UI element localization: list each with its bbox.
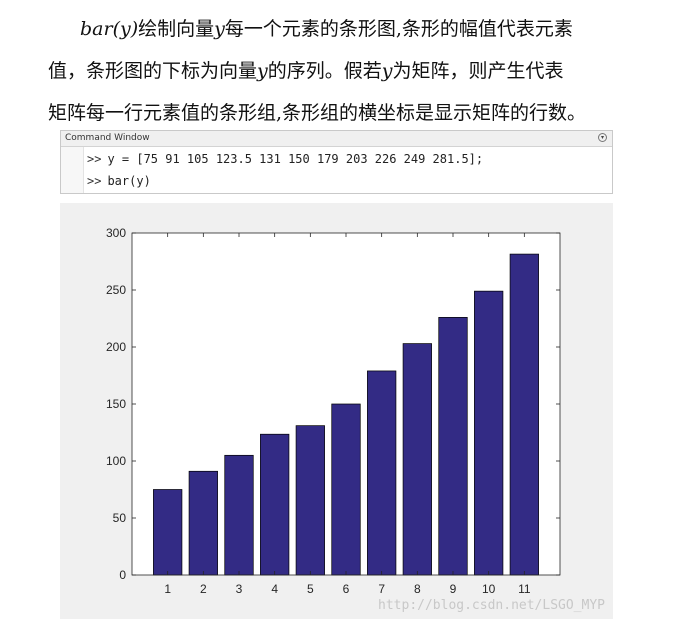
- x-tick-label: 6: [343, 582, 350, 596]
- command-line: >> bar(y): [87, 174, 151, 188]
- y-tick-label: 100: [106, 454, 126, 468]
- command-line: >> y = [75 91 105 123.5 131 150 179 203 2…: [87, 152, 483, 166]
- bar-7: [367, 370, 397, 576]
- figure-window: 0 50 100 150 200 250 300 1 2 3 4 5 6 7 8 9 10 11 http://b…: [60, 203, 613, 619]
- prompt: >>: [87, 174, 102, 188]
- y-tick-label: 250: [106, 283, 126, 297]
- text-segment: 值，条形图的下标为向量: [48, 60, 258, 82]
- command-window-gutter: [61, 147, 84, 193]
- math-var-y: y: [381, 60, 393, 82]
- paragraph-line-3: 矩阵每一行元素值的条形组,条形组的横坐标是显示矩阵的行数。: [48, 102, 587, 124]
- chevron-circle-icon[interactable]: ▾: [598, 133, 607, 142]
- paragraph-line-2: 值，条形图的下标为向量y的序列。假若y为矩阵，则产生代表: [48, 50, 668, 92]
- command-text: y = [75 91 105 123.5 131 150 179 203 226…: [107, 152, 484, 166]
- math-var-y: y: [257, 60, 268, 82]
- bar-4: [260, 433, 290, 576]
- x-tick-label: 1: [164, 582, 171, 596]
- y-tick-label: 300: [106, 226, 126, 240]
- command-text: bar(y): [107, 174, 151, 188]
- x-tick-label: 4: [271, 582, 278, 596]
- x-tick-label: 3: [236, 582, 243, 596]
- bar-6: [331, 403, 361, 576]
- y-tick-label: 50: [113, 511, 127, 525]
- watermark: http://blog.csdn.net/LSGO_MYP: [378, 598, 605, 613]
- x-tick-label: 5: [307, 582, 314, 596]
- bar-9: [438, 317, 468, 576]
- bar-11: [509, 253, 539, 576]
- y-tick-label: 200: [106, 340, 126, 354]
- y-tick-label: 150: [106, 397, 126, 411]
- bar-2: [188, 470, 218, 576]
- description-paragraph: bar(y)绘制向量y每一个元素的条形图,条形的幅值代表元素 值，条形图的下标为…: [48, 8, 668, 134]
- text-segment: 绘制向量: [138, 18, 215, 40]
- bar-10: [474, 290, 504, 576]
- bar-chart: 0 50 100 150 200 250 300 1 2 3 4 5 6 7 8 9 10 11: [106, 226, 561, 596]
- command-window[interactable]: Command Window ▾ >> y = [75 91 105 123.5 …: [60, 130, 613, 194]
- text-segment: 为矩阵，则产生代表: [392, 60, 564, 82]
- x-tick-label: 11: [518, 582, 531, 596]
- bar-8: [402, 343, 432, 576]
- text-segment: 每一个元素的条形图,条形的幅值代表元素: [224, 18, 573, 40]
- x-tick-label: 7: [378, 582, 385, 596]
- bar-3: [224, 454, 254, 576]
- command-window-title: Command Window: [65, 133, 150, 143]
- x-tick-label: 10: [482, 582, 496, 596]
- command-window-titlebar: Command Window ▾: [61, 131, 612, 147]
- bar-1: [153, 489, 183, 576]
- x-tick-label: 2: [200, 582, 207, 596]
- math-var-y: y: [214, 18, 225, 40]
- prompt: >>: [87, 152, 102, 166]
- math-bar-y: bar(y): [80, 18, 139, 40]
- text-segment: 的序列。假若: [267, 60, 382, 82]
- x-tick-label: 8: [414, 582, 421, 596]
- y-tick-label: 0: [119, 568, 126, 582]
- bar-5: [295, 425, 325, 576]
- paragraph-line-1: bar(y)绘制向量y每一个元素的条形图,条形的幅值代表元素: [48, 8, 668, 50]
- x-tick-label: 9: [450, 582, 457, 596]
